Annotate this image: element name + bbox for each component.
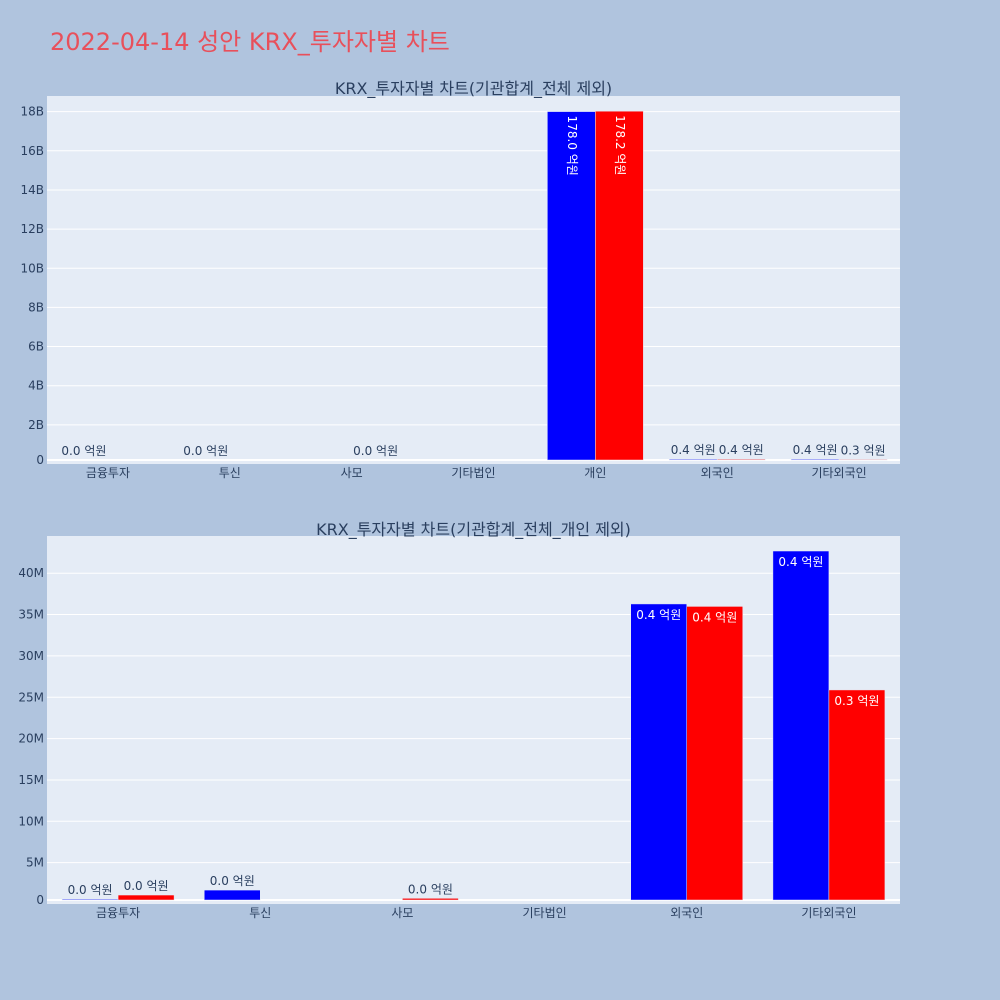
data-label: 0.0 억원 <box>68 883 113 897</box>
x-tick-label: 개인 <box>584 466 606 480</box>
plot-area <box>47 536 900 904</box>
chart-bottom: 0 5M 10M 15M 20M 25M 30M 35M 40M KRX_투자자별 차트(기관합계… <box>18 520 900 920</box>
bar <box>61 898 119 901</box>
data-label: 0.0 억원 <box>61 444 106 458</box>
data-label: 0.0 억원 <box>353 444 398 458</box>
y-tick-label: 12B <box>20 222 44 236</box>
bar <box>838 459 888 461</box>
x-tick-label: 외국인 <box>701 466 734 480</box>
y-tick-label: 2B <box>28 418 44 432</box>
y-tick-label: 25M <box>18 690 44 704</box>
data-label: 0.0 억원 <box>124 879 169 893</box>
y-tick-label: 0 <box>36 453 44 467</box>
bar <box>204 889 261 901</box>
y-tick-label: 0 <box>36 893 44 907</box>
y-tick-label: 15M <box>18 773 44 787</box>
data-label: 178.2 억원 <box>613 115 627 175</box>
bar <box>117 894 175 901</box>
data-label: 0.4 억원 <box>793 443 838 457</box>
plot-area <box>47 96 900 464</box>
y-tick-label: 5M <box>26 856 44 870</box>
x-tick-label: 기타외국인 <box>811 466 866 480</box>
x-tick-label: 기타법인 <box>522 906 566 920</box>
y-tick-label: 18B <box>20 105 44 119</box>
data-label: 0.4 억원 <box>778 555 823 569</box>
data-label: 0.0 억원 <box>183 444 228 458</box>
data-label: 0.4 억원 <box>719 443 764 457</box>
bar <box>668 458 718 461</box>
chart-top: 0 2B 4B 6B 8B 10B 12B 14B 16B 18B KRX_투자자별 차트(기관합계… <box>20 79 900 480</box>
y-tick-label: 4B <box>28 379 44 393</box>
bar <box>402 898 459 901</box>
chart-title: KRX_투자자별 차트(기관합계_전체 제외) <box>335 79 612 99</box>
x-tick-label: 투신 <box>219 466 241 480</box>
data-label: 0.4 억원 <box>636 608 681 622</box>
x-tick-label: 금융투자 <box>86 466 130 480</box>
data-label: 0.4 억원 <box>692 610 737 624</box>
bar <box>828 689 886 901</box>
y-tick-label: 16B <box>20 144 44 158</box>
x-tick-label: 투신 <box>249 906 271 920</box>
bar <box>630 603 687 901</box>
y-tick-label: 30M <box>18 649 44 663</box>
x-tick-label: 사모 <box>391 906 413 920</box>
bar <box>772 550 830 901</box>
bar <box>547 111 596 461</box>
data-label: 0.3 억원 <box>841 443 886 457</box>
data-label: 0.4 억원 <box>671 443 716 457</box>
x-tick-label: 기타외국인 <box>801 906 856 920</box>
y-tick-label: 20M <box>18 732 44 746</box>
bar <box>595 110 644 461</box>
page-title: 2022-04-14 성안 KRX_투자자별 차트 <box>50 28 450 56</box>
data-label: 0.0 억원 <box>210 874 255 888</box>
bar <box>686 606 743 901</box>
data-label: 0.0 억원 <box>408 882 453 896</box>
y-tick-label: 14B <box>20 183 44 197</box>
x-tick-label: 사모 <box>341 466 363 480</box>
data-label: 0.3 억원 <box>834 694 879 708</box>
data-label: 178.0 억원 <box>565 116 579 176</box>
y-tick-label: 10B <box>20 261 44 275</box>
y-tick-label: 8B <box>28 300 44 314</box>
x-tick-label: 금융투자 <box>96 906 140 920</box>
bar <box>790 458 840 461</box>
y-tick-label: 35M <box>18 608 44 622</box>
y-tick-label: 40M <box>18 566 44 580</box>
chart-title: KRX_투자자별 차트(기관합계_전체_개인 제외) <box>316 520 631 540</box>
bar <box>716 458 766 461</box>
y-tick-label: 6B <box>28 340 44 354</box>
x-tick-label: 외국인 <box>670 906 703 920</box>
x-tick-label: 기타법인 <box>451 466 495 480</box>
y-tick-label: 10M <box>18 814 44 828</box>
